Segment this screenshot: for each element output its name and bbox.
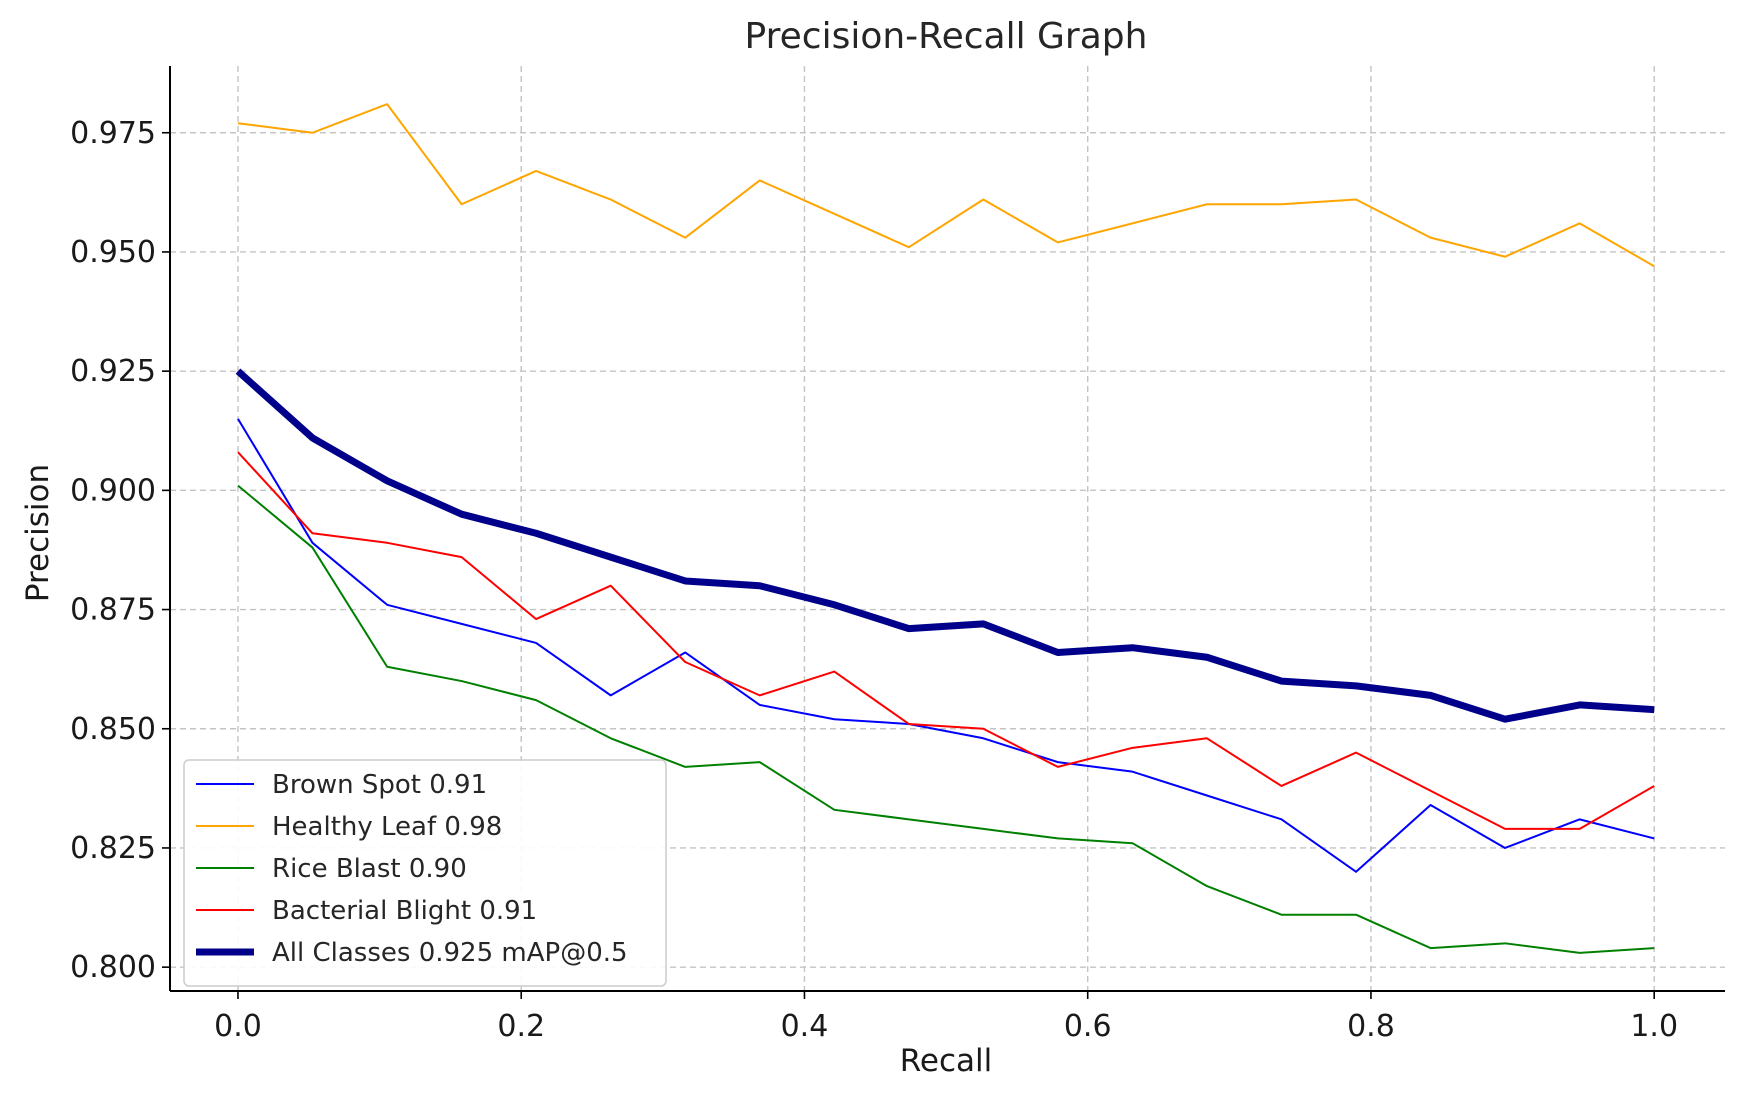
legend-label: Brown Spot 0.91 — [272, 770, 487, 800]
x-axis-label: Recall — [900, 1043, 993, 1079]
x-tick-label: 0.0 — [214, 1009, 262, 1044]
x-tick-label: 0.2 — [497, 1009, 545, 1044]
legend: Brown Spot 0.91 Healthy Leaf 0.98 Rice Bla… — [183, 759, 667, 987]
y-tick-label: 0.875 — [70, 593, 156, 628]
y-tick-label: 0.900 — [70, 473, 156, 508]
x-tick-label: 0.8 — [1347, 1009, 1395, 1044]
x-tick-label: 0.6 — [1064, 1009, 1112, 1044]
y-tick-label: 0.950 — [70, 235, 156, 270]
axes-layer — [169, 66, 1725, 992]
series-line-all-classes-0-925-map-0-5 — [235, 368, 1655, 723]
y-tick-label: 0.825 — [70, 831, 156, 866]
x-tick-label: 1.0 — [1630, 1009, 1678, 1044]
x-tick-label: 0.4 — [781, 1009, 829, 1044]
legend-label: Healthy Leaf 0.98 — [272, 812, 502, 842]
y-tick-label: 0.925 — [70, 354, 156, 389]
series-line-bacterial-blight-0-91 — [237, 451, 1655, 830]
y-tick-label: 0.975 — [70, 116, 156, 151]
series-line-healthy-leaf-0-98 — [237, 103, 1655, 268]
series-layer — [235, 103, 1655, 954]
series-line-rice-blast-0-90 — [237, 484, 1655, 954]
legend-label: All Classes 0.925 mAP@0.5 — [272, 938, 628, 968]
chart-title: Precision-Recall Graph — [745, 16, 1148, 57]
ticks-layer: 0.0 0.2 0.4 0.6 0.8 1.0 0.800 0.825 0.850 0.875 0.… — [70, 116, 1678, 1044]
legend-label: Bacterial Blight 0.91 — [272, 896, 537, 926]
legend-label: Rice Blast 0.90 — [272, 854, 467, 884]
y-tick-label: 0.850 — [70, 712, 156, 747]
series-line-brown-spot-0-91 — [237, 418, 1655, 873]
y-tick-label: 0.800 — [70, 950, 156, 985]
y-axis-label: Precision — [20, 464, 56, 602]
legend-box — [183, 759, 667, 987]
